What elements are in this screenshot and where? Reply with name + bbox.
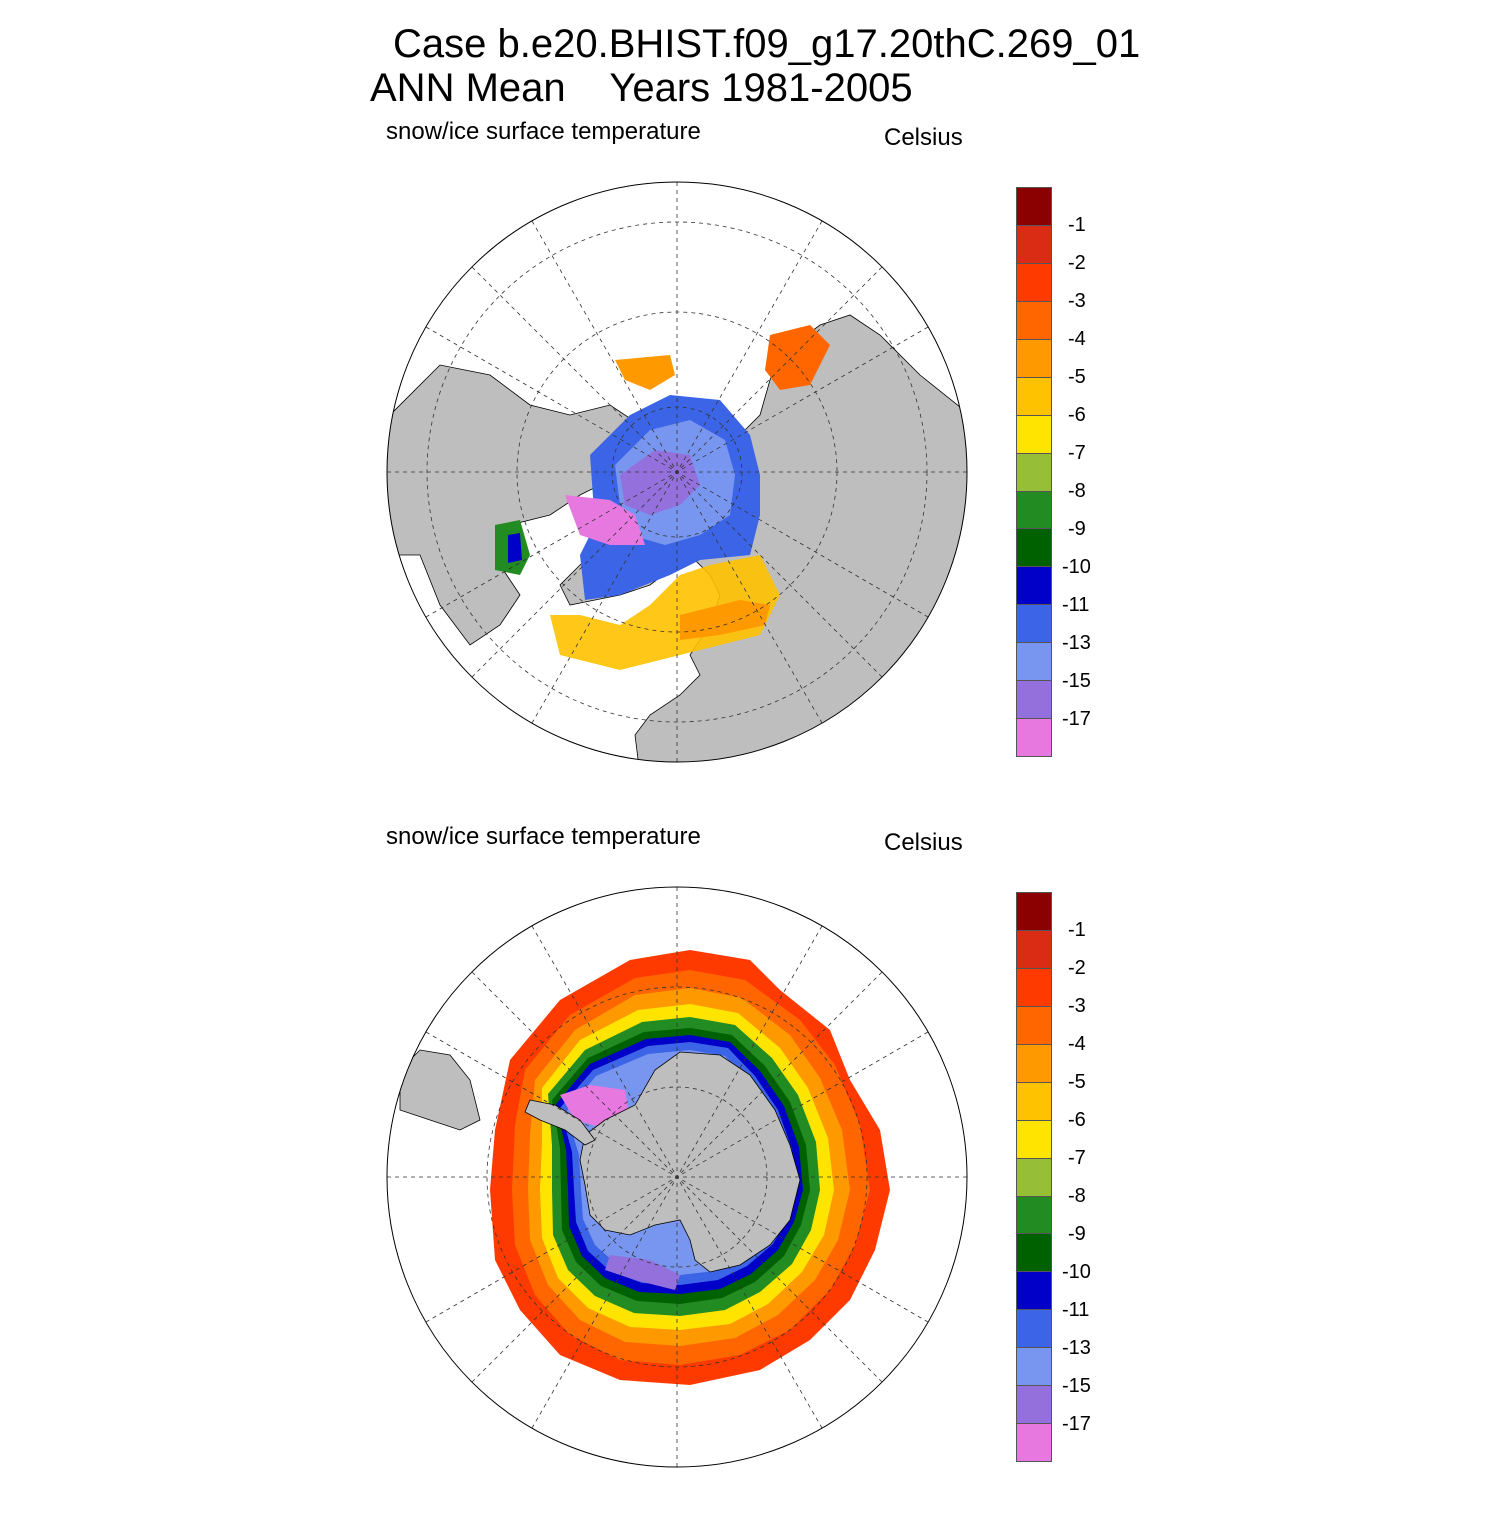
south-polar-map bbox=[386, 886, 968, 1468]
colorbar-box bbox=[1017, 1158, 1051, 1197]
colorbar-tick-label: -11 bbox=[1062, 1299, 1090, 1321]
colorbar-box bbox=[1017, 1424, 1051, 1462]
sea-ice-arctic-pink bbox=[565, 495, 645, 545]
panel-north: snow/ice surface temperature Celsius bbox=[0, 110, 1500, 810]
map-boundary bbox=[386, 181, 968, 763]
panel-south: snow/ice surface temperature Celsius bbox=[0, 815, 1500, 1515]
colorbar-tick-label: -15 bbox=[1062, 670, 1091, 692]
sea-ice-bering bbox=[615, 355, 675, 390]
colorbar-tick-label: -6 bbox=[1068, 1109, 1086, 1131]
sea-ice-hudson-core bbox=[508, 533, 522, 563]
colorbar-tick-label: -7 bbox=[1068, 1147, 1086, 1169]
colorbar-tick-label: -4 bbox=[1068, 328, 1086, 350]
variable-label: snow/ice surface temperature bbox=[386, 823, 701, 850]
colorbar-box bbox=[1017, 567, 1051, 606]
colorbar-box bbox=[1017, 968, 1051, 1007]
colorbar-tick-label: -5 bbox=[1068, 366, 1086, 388]
colorbar-box bbox=[1017, 1234, 1051, 1273]
colorbar-tick-label: -7 bbox=[1068, 442, 1086, 464]
landmass-north-america bbox=[387, 364, 661, 646]
landmass-antarctic-peninsula bbox=[524, 1099, 596, 1146]
colorbar-box bbox=[1017, 1310, 1051, 1349]
colorbar-box bbox=[1017, 605, 1051, 644]
title-line-1: Case b.e20.BHIST.f09_g17.20thC.269_01 bbox=[393, 22, 1141, 66]
colorbar-box bbox=[1017, 188, 1051, 226]
graticule bbox=[387, 887, 967, 1467]
sea-ice-outer-band bbox=[550, 555, 780, 670]
colorbar-tick-label: -3 bbox=[1068, 995, 1086, 1017]
colorbar-tick-label: -15 bbox=[1062, 1375, 1091, 1397]
colorbar-tick-label: -1 bbox=[1068, 919, 1086, 941]
colorbar-tick-label: -10 bbox=[1062, 556, 1091, 578]
colorbar-tick-label: -13 bbox=[1062, 632, 1091, 654]
colorbar-box bbox=[1017, 529, 1051, 568]
colorbar-labels: -1 -2 -3 -4 -5 -6 -7 -8 -9 -10 -11 -13 -15 -17 bbox=[1062, 892, 1122, 1462]
colorbar-tick-label: -3 bbox=[1068, 290, 1086, 312]
colorbar-box bbox=[1017, 930, 1051, 969]
units-label: Celsius bbox=[884, 829, 963, 856]
variable-label: snow/ice surface temperature bbox=[386, 118, 701, 145]
colorbar-box bbox=[1017, 1348, 1051, 1387]
sea-ice-okhotsk bbox=[765, 325, 830, 390]
colorbar-tick-label: -1 bbox=[1068, 214, 1086, 236]
colorbar-box bbox=[1017, 681, 1051, 720]
units-label: Celsius bbox=[884, 124, 963, 151]
colorbar-box bbox=[1017, 301, 1051, 340]
colorbar-tick-label: -5 bbox=[1068, 1071, 1086, 1093]
colorbar-tick-label: -11 bbox=[1062, 594, 1090, 616]
north-polar-map bbox=[386, 181, 968, 763]
colorbar-box bbox=[1017, 1272, 1051, 1311]
colorbar-box bbox=[1017, 339, 1051, 378]
colorbar-tick-label: -2 bbox=[1068, 957, 1086, 979]
colorbar bbox=[1016, 187, 1052, 757]
colorbar-box bbox=[1017, 1196, 1051, 1235]
colorbar-tick-label: -17 bbox=[1062, 1413, 1091, 1435]
colorbar-tick-label: -8 bbox=[1068, 1185, 1086, 1207]
colorbar-box bbox=[1017, 1120, 1051, 1159]
colorbar-box bbox=[1017, 1386, 1051, 1425]
colorbar-tick-label: -2 bbox=[1068, 252, 1086, 274]
colorbar-tick-label: -13 bbox=[1062, 1337, 1091, 1359]
colorbar-box bbox=[1017, 453, 1051, 492]
map-boundary bbox=[386, 886, 968, 1468]
colorbar-box bbox=[1017, 225, 1051, 264]
colorbar-tick-label: -9 bbox=[1068, 518, 1086, 540]
colorbar-tick-label: -4 bbox=[1068, 1033, 1086, 1055]
colorbar-box bbox=[1017, 893, 1051, 931]
colorbar-box bbox=[1017, 1006, 1051, 1045]
colorbar-tick-label: -6 bbox=[1068, 404, 1086, 426]
title-line-2: ANN Mean Years 1981-2005 bbox=[370, 66, 913, 110]
colorbar bbox=[1016, 892, 1052, 1462]
graticule bbox=[387, 182, 967, 762]
colorbar-box bbox=[1017, 415, 1051, 454]
colorbar-box bbox=[1017, 377, 1051, 416]
sea-ice-ross-purple bbox=[605, 1255, 680, 1290]
colorbar-box bbox=[1017, 491, 1051, 530]
colorbar-box bbox=[1017, 1044, 1051, 1083]
colorbar-box bbox=[1017, 1082, 1051, 1121]
colorbar-box bbox=[1017, 263, 1051, 302]
colorbar-box bbox=[1017, 643, 1051, 682]
colorbar-tick-label: -8 bbox=[1068, 480, 1086, 502]
colorbar-tick-label: -9 bbox=[1068, 1223, 1086, 1245]
colorbar-tick-label: -10 bbox=[1062, 1261, 1091, 1283]
colorbar-box bbox=[1017, 719, 1051, 757]
colorbar-tick-label: -17 bbox=[1062, 708, 1091, 730]
landmass-south-america bbox=[399, 1049, 481, 1131]
colorbar-labels: -1 -2 -3 -4 -5 -6 -7 -8 -9 -10 -11 -13 -15 -17 bbox=[1062, 187, 1122, 757]
